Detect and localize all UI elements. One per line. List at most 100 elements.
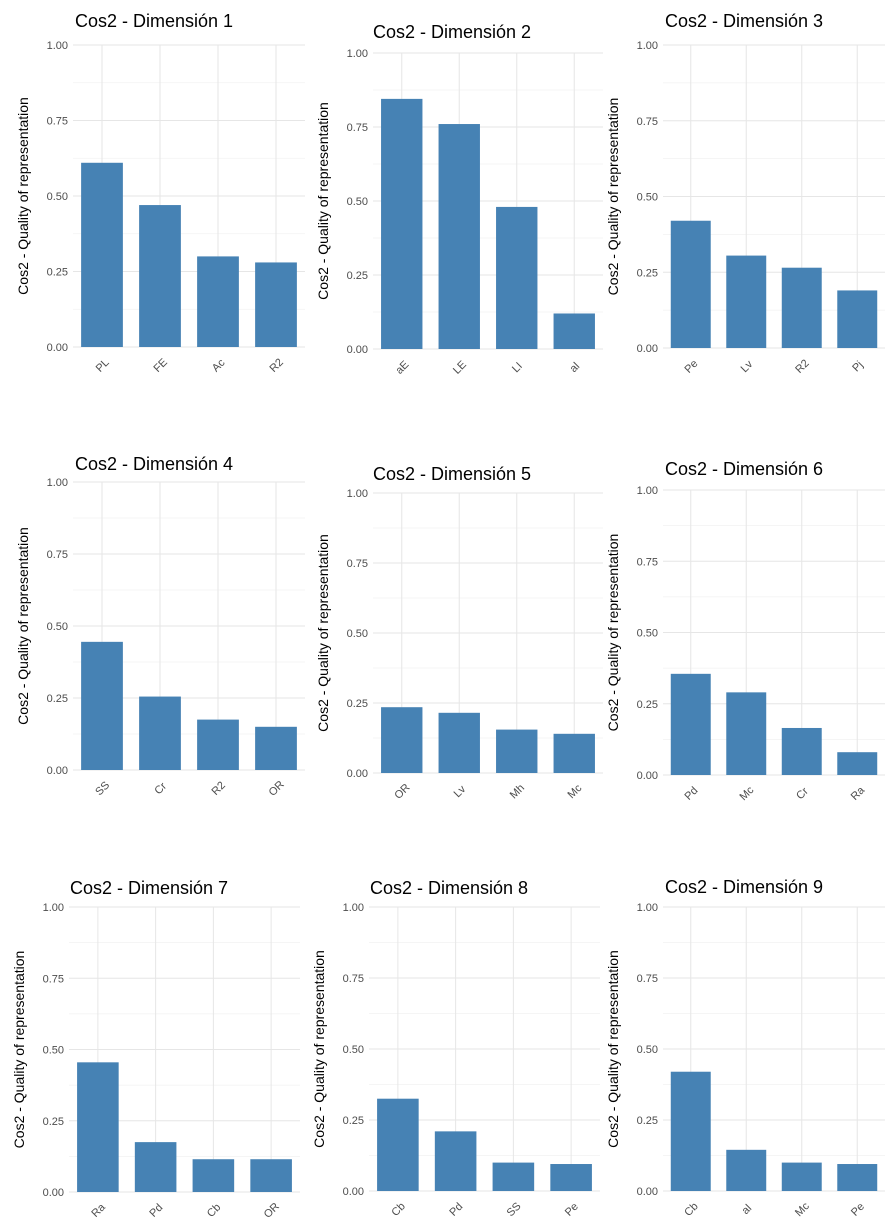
x-tick-label: R2 [793,357,811,375]
x-tick-label: LE [451,359,469,377]
x-tick-label: PL [94,357,112,375]
y-tick-label: 0.25 [47,693,68,705]
y-tick-label: 0.00 [637,770,658,782]
x-tick-label: Cr [152,780,169,797]
x-tick-label: Pe [682,358,700,376]
bar-OR [381,707,423,773]
bar-Pe [670,220,711,348]
y-axis-label: Cos2 - Quality of representation [11,951,27,1149]
y-tick-label: 0.50 [43,1045,64,1057]
y-tick-label: 0.50 [637,192,658,204]
y-tick-label: 0.75 [43,973,64,985]
y-tick-label: 0.75 [637,973,658,985]
y-axis-label: Cos2 - Quality of representation [15,527,31,725]
x-tick-label: Pj [850,359,865,374]
bar-Lv [438,712,480,773]
chart-title: Cos2 - Dimensión 1 [75,11,233,31]
y-tick-label: 1.00 [347,488,368,500]
y-tick-label: 1.00 [637,485,658,497]
y-tick-label: 0.00 [637,343,658,355]
bar-al [553,313,595,349]
bar-PL [81,162,123,347]
bar-OR [255,726,297,770]
chart-title: Cos2 - Dimensión 7 [70,878,228,898]
x-tick-label: OR [392,782,412,802]
y-tick-label: 0.25 [637,1115,658,1127]
x-tick-label: Mc [738,784,757,803]
y-tick-label: 0.75 [347,122,368,134]
x-tick-label: Pd [682,785,700,803]
bar-OR [250,1159,292,1192]
bar-R2 [255,262,297,347]
bar-R2 [781,267,822,348]
y-tick-label: 1.00 [347,48,368,60]
y-tick-label: 0.00 [47,765,68,777]
y-tick-label: 0.25 [637,699,658,711]
chart-title: Cos2 - Dimensión 3 [665,11,823,31]
y-tick-label: 0.75 [637,116,658,128]
x-tick-label: Cr [794,785,811,802]
x-tick-label: FE [151,356,169,374]
x-tick-label: Ac [210,357,228,375]
bar-al [726,1149,767,1191]
x-tick-label: Ra [89,1201,108,1220]
x-tick-label: Cb [389,1200,407,1218]
y-tick-label: 0.50 [47,191,68,203]
bar-Mc [781,1162,822,1191]
bar-LI [496,206,538,349]
y-tick-label: 0.25 [347,698,368,710]
x-tick-label: R2 [209,779,227,797]
y-tick-label: 0.75 [637,556,658,568]
x-tick-label: al [740,1202,755,1217]
x-tick-label: Mh [508,782,527,801]
x-tick-label: Mc [566,782,585,801]
bar-Pd [434,1131,477,1191]
bar-Cb [192,1159,235,1192]
x-tick-label: Pe [849,1201,867,1219]
chart-panel-4: 0.00 0.25 0.50 0.75 1.00 SS Cr R2 OR Cos2 - Dimen… [15,454,305,799]
x-tick-label: Mc [793,1200,812,1219]
chart-title: Cos2 - Dimensión 5 [373,464,531,484]
chart-panel-1: 0.00 0.25 0.50 0.75 1.00 PL FE Ac R2 Cos2 - Dimen… [15,11,305,375]
x-tick-label: aE [393,359,411,377]
x-tick-label: Lv [452,783,469,800]
bar-Cr [781,727,822,775]
y-tick-label: 0.75 [343,973,364,985]
y-tick-label: 0.25 [347,270,368,282]
y-tick-label: 0.50 [47,621,68,633]
y-tick-label: 0.00 [347,344,368,356]
y-tick-label: 0.50 [347,628,368,640]
x-tick-label: Lv [739,358,756,375]
chart-title: Cos2 - Dimensión 4 [75,454,233,474]
x-tick-label: Cb [205,1201,223,1219]
bar-Cr [139,696,181,770]
x-tick-label: LI [510,360,525,375]
y-tick-label: 1.00 [343,902,364,914]
x-tick-label: R2 [267,356,285,374]
x-tick-label: Cb [682,1200,700,1218]
bar-Cb [670,1071,711,1191]
y-axis-label: Cos2 - Quality of representation [315,102,331,300]
x-tick-label: SS [93,779,112,798]
y-tick-label: 0.25 [47,267,68,279]
bar-Ac [197,256,239,347]
y-tick-label: 0.75 [47,549,68,561]
bar-Mc [726,692,767,775]
x-tick-label: Pd [147,1202,165,1220]
bar-Pd [670,673,711,775]
x-tick-label: Ra [849,784,868,803]
y-tick-label: 0.50 [347,196,368,208]
chart-panel-8: 0.00 0.25 0.50 0.75 1.00 Cb Pd SS Pe Cos2 - Dimen… [311,878,600,1219]
x-tick-label: OR [267,779,287,799]
y-tick-label: 0.25 [343,1115,364,1127]
x-tick-label: OR [262,1201,282,1221]
bar-R2 [197,719,239,770]
x-tick-label: Pd [447,1201,465,1219]
y-tick-label: 0.50 [343,1044,364,1056]
chart-panel-2: 0.00 0.25 0.50 0.75 1.00 aE LE LI al Cos2 - Dimen… [315,22,603,377]
bar-Pe [837,1164,878,1191]
y-tick-label: 0.00 [343,1186,364,1198]
bar-Pe [550,1164,592,1191]
bar-Pj [837,290,878,348]
